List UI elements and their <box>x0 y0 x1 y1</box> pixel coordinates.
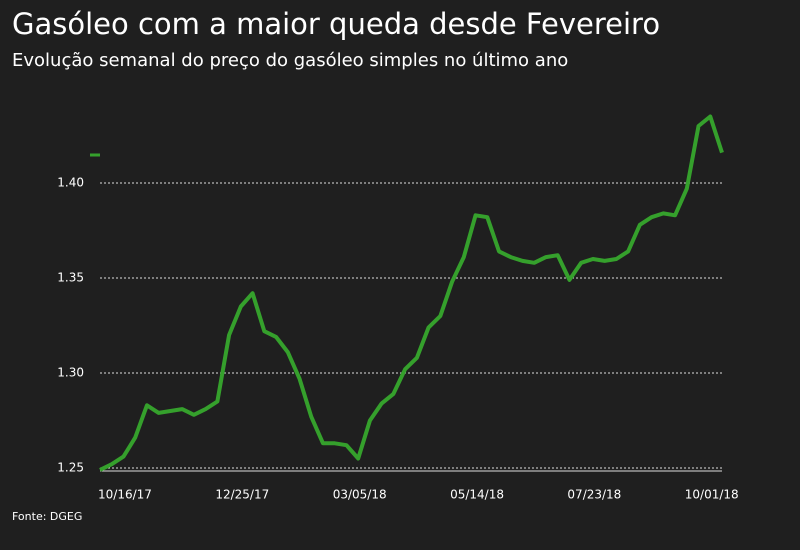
chart-subtitle: Evolução semanal do preço do gasóleo sim… <box>12 50 568 71</box>
x-tick-label: 03/05/18 <box>333 488 387 502</box>
line <box>99 114 724 472</box>
source: Fonte: DGEG <box>12 510 82 523</box>
x-tick-label: 10/16/17 <box>98 488 152 502</box>
x-tick-label: 05/14/18 <box>450 488 504 502</box>
chart-title: Gasóleo com a maior queda desde Fevereir… <box>12 7 660 41</box>
y-tick-label: 1.25 <box>57 461 84 475</box>
x-tick-label: 12/25/17 <box>215 488 269 502</box>
y-tick-label: 1.40 <box>57 176 84 190</box>
y-tick-label: 1.35 <box>57 271 84 285</box>
x-tick-label: 07/23/18 <box>567 488 621 502</box>
y-tick-label: 1.30 <box>57 366 84 380</box>
x-tick-label: 10/01/18 <box>685 488 739 502</box>
